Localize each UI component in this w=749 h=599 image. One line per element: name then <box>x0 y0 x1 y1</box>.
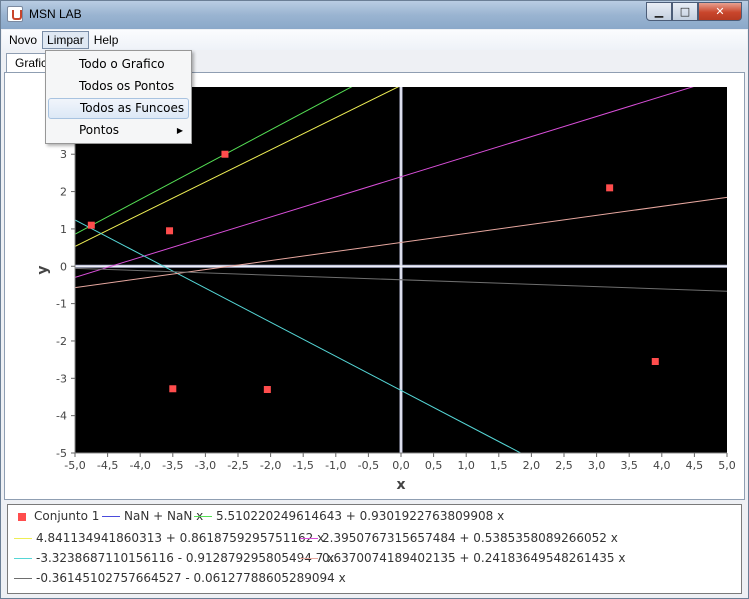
y-tick-label: -1 <box>56 298 67 311</box>
x-tick-label: 0,0 <box>392 459 410 472</box>
data-point <box>221 150 229 158</box>
legend-item-line-4: 2.3950767315657484 + 0.5385358089266052 … <box>300 531 618 545</box>
y-tick-label: 1 <box>60 223 67 236</box>
legend-swatch <box>18 512 26 521</box>
legend-label: -0.36145102757664527 - 0.061277886052890… <box>36 571 346 585</box>
series-line-3 <box>75 87 400 247</box>
legend-label: Conjunto 1 <box>34 509 100 523</box>
menu-item-label: Pontos <box>79 123 120 137</box>
menu-item-label: Todos as Funcoes <box>80 101 185 115</box>
x-tick-label: 5,0 <box>718 459 736 472</box>
legend-swatch <box>300 538 318 539</box>
x-tick-label: -4,5 <box>97 459 118 472</box>
data-point <box>169 385 177 393</box>
data-point <box>166 227 174 235</box>
y-tick-label: -3 <box>56 372 67 385</box>
x-tick-label: 3,5 <box>620 459 638 472</box>
x-tick-label: 1,0 <box>457 459 475 472</box>
series-line-2 <box>75 87 353 235</box>
legend-item-line-3: 4.841134941860313 + 0.8618759295751162 x <box>14 531 324 545</box>
y-tick-label: -5 <box>56 447 67 460</box>
legend-swatch <box>14 538 32 539</box>
legend-label: 4.841134941860313 + 0.8618759295751162 x <box>36 531 325 545</box>
legend-label: -3.3238687110156116 - 0.912879295805494 … <box>36 551 335 565</box>
window-controls: ▁ □ ✕ <box>646 2 742 21</box>
legend-item-line-6: 0.6370074189402135 + 0.24183649548261435… <box>300 551 625 565</box>
x-tick-label: -5,0 <box>64 459 85 472</box>
x-tick-label: 2,5 <box>555 459 573 472</box>
x-tick-label: -2,0 <box>260 459 281 472</box>
x-tick-label: 1,5 <box>490 459 508 472</box>
minimize-button[interactable]: ▁ <box>646 2 672 21</box>
menu-limpar[interactable]: Limpar <box>42 31 89 49</box>
legend-swatch <box>300 558 318 559</box>
legend-item-line-2: 5.510220249614643 + 0.9301922763809908 x <box>194 509 504 523</box>
data-point <box>606 184 614 192</box>
y-tick-label: 2 <box>60 186 67 199</box>
legend-swatch <box>14 558 32 559</box>
legend-swatch <box>14 578 32 579</box>
y-tick-label: 3 <box>60 148 67 161</box>
x-tick-label: -1,0 <box>325 459 346 472</box>
legend-item-line-5: -3.3238687110156116 - 0.912879295805494 … <box>14 551 334 565</box>
legend-label: NaN + NaN x <box>124 509 204 523</box>
x-tick-label: 4,0 <box>653 459 671 472</box>
plot-series-group <box>75 87 727 453</box>
java-app-icon <box>7 6 23 22</box>
limpar-dropdown-menu: Todo o Grafico Todos os Pontos Todos as … <box>45 50 192 144</box>
legend-item-points: Conjunto 1 <box>14 509 99 523</box>
submenu-arrow-icon: ▶ <box>176 126 183 135</box>
menu-item-todo-o-grafico[interactable]: Todo o Grafico <box>48 54 189 75</box>
x-tick-label: 2,0 <box>523 459 541 472</box>
x-tick-label: 4,5 <box>686 459 704 472</box>
data-point <box>263 386 271 394</box>
x-tick-label: -3,5 <box>162 459 183 472</box>
chart-legend: Conjunto 1 NaN + NaN x 5.510220249614643… <box>7 504 742 594</box>
series-line-5 <box>75 219 522 453</box>
legend-label: 0.6370074189402135 + 0.24183649548261435… <box>322 551 626 565</box>
x-tick-label: -2,5 <box>227 459 248 472</box>
data-point <box>87 221 95 229</box>
series-line-4 <box>75 87 694 278</box>
y-tick-label: -2 <box>56 335 67 348</box>
series-line-7 <box>75 267 727 292</box>
x-tick-label: -4,0 <box>129 459 150 472</box>
legend-swatch <box>194 516 212 517</box>
legend-label: 2.3950767315657484 + 0.5385358089266052 … <box>322 531 618 545</box>
x-tick-label: 0,5 <box>425 459 443 472</box>
y-tick-label: -4 <box>56 410 67 423</box>
x-tick-label: -1,5 <box>292 459 313 472</box>
menu-item-todos-os-pontos[interactable]: Todos os Pontos <box>48 76 189 97</box>
close-button[interactable]: ✕ <box>698 2 742 21</box>
menu-bar: Novo Limpar Help <box>2 30 747 50</box>
x-tick-label: -3,0 <box>195 459 216 472</box>
y-axis-label: y <box>35 265 51 274</box>
x-tick-label: 3,0 <box>588 459 606 472</box>
menu-help[interactable]: Help <box>93 33 119 47</box>
maximize-button[interactable]: □ <box>672 2 698 21</box>
menu-item-label: Todo o Grafico <box>79 57 165 71</box>
x-tick-label: -0,5 <box>358 459 379 472</box>
legend-item-line-7: -0.36145102757664527 - 0.061277886052890… <box>14 571 346 585</box>
menu-item-todos-as-funcoes[interactable]: Todos as Funcoes <box>48 98 189 119</box>
menu-item-label: Todos os Pontos <box>79 79 175 93</box>
menu-novo[interactable]: Novo <box>9 33 38 47</box>
legend-swatch <box>102 516 120 517</box>
menu-item-pontos[interactable]: Pontos ▶ <box>48 120 189 141</box>
x-axis-label: x <box>396 477 405 493</box>
window-title: MSN LAB <box>29 7 82 21</box>
chart-svg: -5,0 -4,5 -4,0 -3,5 -3,0 -2,5 -2,0 -1,5 -1,0 -0,5… <box>35 87 736 493</box>
title-bar[interactable]: MSN LAB ▁ □ ✕ <box>1 1 748 29</box>
legend-label: 5.510220249614643 + 0.9301922763809908 x <box>216 509 505 523</box>
y-tick-label: 0 <box>60 260 67 273</box>
legend-item-line-1: NaN + NaN x <box>102 509 203 523</box>
data-point <box>651 358 659 365</box>
